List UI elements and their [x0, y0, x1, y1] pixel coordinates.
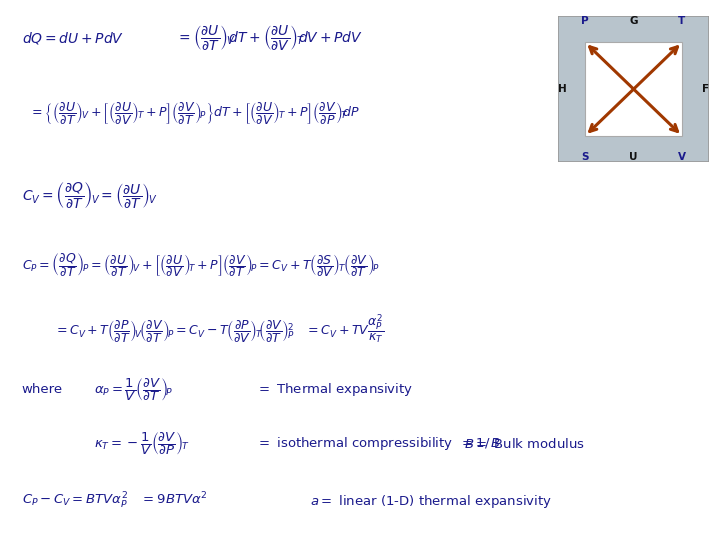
Text: T: T — [678, 16, 685, 26]
Text: $=\left(\dfrac{\partial U}{\partial T}\right)_{\!V}\!\! dT + \left(\dfrac{\parti: $=\left(\dfrac{\partial U}{\partial T}\r… — [176, 23, 364, 52]
Text: $= C_V+T\left(\dfrac{\partial P}{\partial T}\right)_{\!V}\!\left(\dfrac{\partial: $= C_V+T\left(\dfrac{\partial P}{\partia… — [54, 313, 384, 346]
Text: $a =$ linear (1-D) thermal expansivity: $a =$ linear (1-D) thermal expansivity — [310, 492, 552, 510]
Text: H: H — [558, 84, 567, 94]
Text: $=\left\{\left(\dfrac{\partial U}{\partial T}\right)_{\!V}+\left[\left(\dfrac{\p: $=\left\{\left(\dfrac{\partial U}{\parti… — [29, 100, 359, 126]
Text: $=$ isothermal compressibility $\;= 1/\,B$: $=$ isothermal compressibility $\;= 1/\,… — [256, 435, 500, 453]
Text: $=$ Thermal expansivity: $=$ Thermal expansivity — [256, 381, 413, 399]
Text: F: F — [702, 84, 709, 94]
Text: $C_V = \left(\dfrac{\partial Q}{\partial T}\right)_{\!V} = \left(\dfrac{\partial: $C_V = \left(\dfrac{\partial Q}{\partial… — [22, 180, 157, 211]
Text: $C_P = \left(\dfrac{\partial Q}{\partial T}\right)_{\!P} = \left(\dfrac{\partial: $C_P = \left(\dfrac{\partial Q}{\partial… — [22, 251, 379, 279]
Bar — [585, 43, 682, 136]
Text: S: S — [582, 152, 589, 162]
Text: G: G — [629, 16, 638, 26]
Text: $C_P - C_V = BTV\alpha_P^2\quad = 9BTV\alpha^2$: $C_P - C_V = BTV\alpha_P^2\quad = 9BTV\a… — [22, 491, 207, 511]
Text: P: P — [582, 16, 589, 26]
Text: where: where — [22, 383, 63, 396]
Text: $\alpha_P = \dfrac{1}{V}\left(\dfrac{\partial V}{\partial T}\right)_{\!P}$: $\alpha_P = \dfrac{1}{V}\left(\dfrac{\pa… — [94, 376, 173, 403]
Text: $B =$ Bulk modulus: $B =$ Bulk modulus — [464, 437, 585, 451]
Text: U: U — [629, 152, 638, 162]
Text: $\kappa_T = -\dfrac{1}{V}\left(\dfrac{\partial V}{\partial P}\right)_{\!T}$: $\kappa_T = -\dfrac{1}{V}\left(\dfrac{\p… — [94, 430, 189, 457]
Text: V: V — [678, 152, 686, 162]
Text: $dQ = dU + PdV$: $dQ = dU + PdV$ — [22, 30, 124, 46]
